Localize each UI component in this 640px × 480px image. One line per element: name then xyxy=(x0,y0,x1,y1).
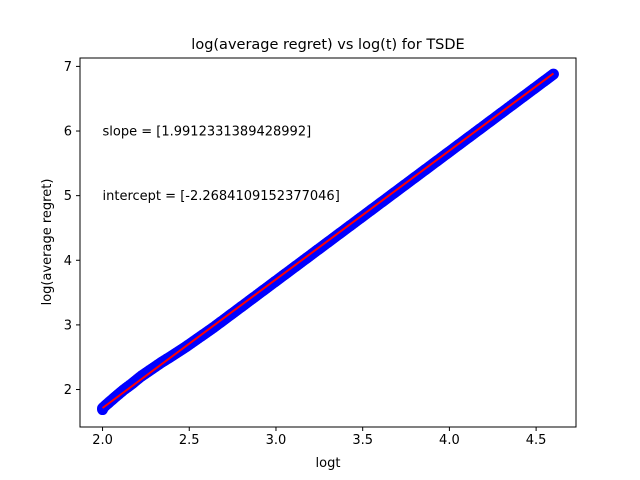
plot-layer xyxy=(97,68,559,416)
y-axis-label: log(average regret) xyxy=(40,179,55,306)
x-axis-label: logt xyxy=(316,456,341,471)
y-tick-label: 6 xyxy=(64,125,72,140)
x-tick-label: 3.5 xyxy=(352,433,373,448)
annotation-text: intercept = [-2.2684109152377046] xyxy=(103,189,340,204)
x-tick-label: 2.0 xyxy=(92,433,113,448)
x-tick-label: 3.0 xyxy=(266,433,287,448)
x-tick-label: 4.5 xyxy=(526,433,547,448)
y-tick-label: 5 xyxy=(64,189,72,204)
y-tick-label: 7 xyxy=(64,60,72,75)
x-tick-label: 4.0 xyxy=(439,433,460,448)
y-tick-label: 2 xyxy=(64,383,72,398)
y-tick-label: 4 xyxy=(64,254,72,269)
plot-area-frame xyxy=(79,57,577,428)
chart-title: log(average regret) vs log(t) for TSDE xyxy=(191,37,464,53)
annotation-text: slope = [1.9912331389428992] xyxy=(103,125,312,140)
y-tick-label: 3 xyxy=(64,318,72,333)
fit-line xyxy=(101,72,555,409)
axes-layer: 2.0 2.5 3.0 3.5 4.0 4.5 2 3 4 5 6 7 slope = [1.99123… xyxy=(64,60,547,448)
x-tick-label: 2.5 xyxy=(179,433,200,448)
